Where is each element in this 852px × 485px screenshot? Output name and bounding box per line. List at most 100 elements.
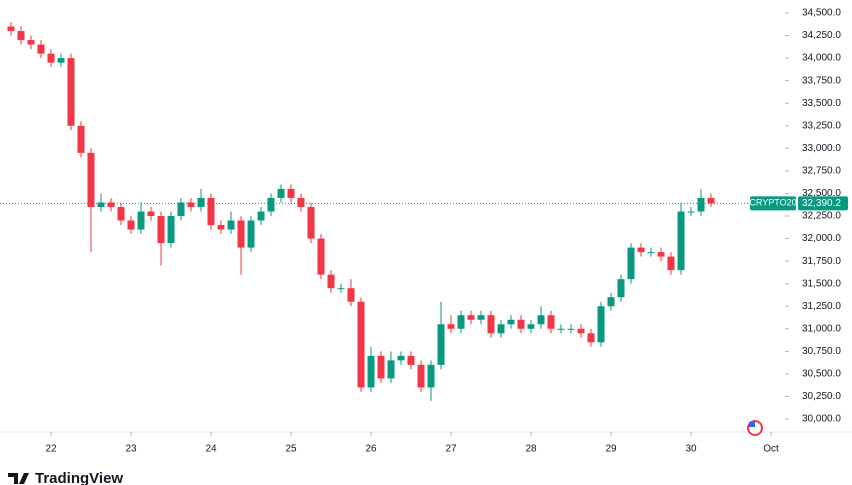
y-tick-label: 30,250.0 [802,391,841,402]
x-tick-label: Oct [763,444,779,455]
x-tick-label: 30 [685,444,697,455]
candle-body [127,220,135,230]
candle-body [297,197,305,207]
symbol-box [750,196,796,211]
candle-body [237,220,245,248]
y-tick-label: 30,500.0 [802,369,841,380]
y-tick-label: 32,750.0 [802,166,841,177]
candle-body [177,202,185,216]
candle-body [707,197,715,204]
candle-body [157,216,165,244]
candle-body [27,40,35,45]
candle-body [617,279,625,298]
x-tick-label: 23 [125,444,137,455]
candle-body [597,306,605,343]
candle-body [7,26,15,32]
y-tick-label: 33,000.0 [802,143,841,154]
candle-body [667,256,675,271]
candle-body [587,333,595,343]
candle-body [267,197,275,212]
y-tick-label: 34,000.0 [802,53,841,64]
x-tick-label: 25 [285,444,297,455]
candle-body [167,216,175,244]
candle-body [187,202,195,207]
candle-body [287,188,295,198]
candle-body [467,315,475,320]
candle-body [457,315,465,329]
candle-body [217,225,225,230]
candle-body [547,315,555,329]
candle-body [557,328,565,330]
candle-body [387,360,395,379]
y-tick-label: 31,250.0 [802,301,841,312]
y-tick-label: 33,250.0 [802,120,841,131]
x-tick-label: 22 [45,444,57,455]
candle-body [577,328,585,334]
y-tick-label: 32,250.0 [802,211,841,222]
candle-body [17,31,25,41]
candle-body [697,197,705,212]
candle-body [397,355,405,361]
price-box [798,196,848,211]
candle-body [347,288,355,302]
x-tick-label: 27 [445,444,457,455]
candle-body [497,324,505,334]
y-tick-label: 30,000.0 [802,414,841,425]
last-price-label: 32,390.2 [802,198,841,209]
y-tick-label: 32,000.0 [802,233,841,244]
candle-body [87,152,95,207]
candle-body [57,58,65,63]
candle-body [277,188,285,198]
candle-body [227,220,235,230]
candle-body [137,211,145,230]
candle-body [677,211,685,271]
candle-body [257,211,265,221]
candle-body [47,53,55,63]
candle-body [437,324,445,365]
y-tick-label: 31,000.0 [802,323,841,334]
candle-body [307,206,315,239]
symbol-label: CRYPTO20 [749,198,796,208]
candle-body [537,315,545,325]
x-tick-label: 26 [365,444,377,455]
candle-body [377,355,385,379]
candle-body [427,364,435,388]
x-tick-label: 28 [525,444,537,455]
y-tick-label: 33,750.0 [802,75,841,86]
x-tick-label: 24 [205,444,217,455]
candle-body [657,252,665,257]
candle-body [607,297,615,307]
y-tick-label: 31,750.0 [802,256,841,267]
candle-body [527,324,535,329]
candle-body [687,211,695,213]
candle-body [647,252,655,254]
candle-body [77,125,85,153]
candle-body [517,319,525,329]
y-tick-label: 33,500.0 [802,98,841,109]
flag-icon [747,420,763,436]
y-tick-label: 31,500.0 [802,278,841,289]
x-tick-label: 29 [605,444,617,455]
candle-body [107,202,115,207]
candle-body [417,364,425,388]
candle-body [487,315,495,334]
logo: TradingView [8,470,123,485]
candle-body [327,274,335,289]
candle-body [477,315,485,320]
y-tick-label: 32,500.0 [802,188,841,199]
y-tick-label: 30,750.0 [802,346,841,357]
candle-body [447,324,455,329]
candle-body [337,288,345,290]
candle-body [317,238,325,275]
y-tick-label: 34,500.0 [802,8,841,19]
y-tick-label: 34,250.0 [802,30,841,41]
brand: TradingView [35,470,123,485]
candle-body [117,206,125,221]
candle-body [147,211,155,216]
candle-body [627,247,635,280]
candle-body [637,247,645,253]
candle-body [197,197,205,207]
candle-body [367,355,375,388]
